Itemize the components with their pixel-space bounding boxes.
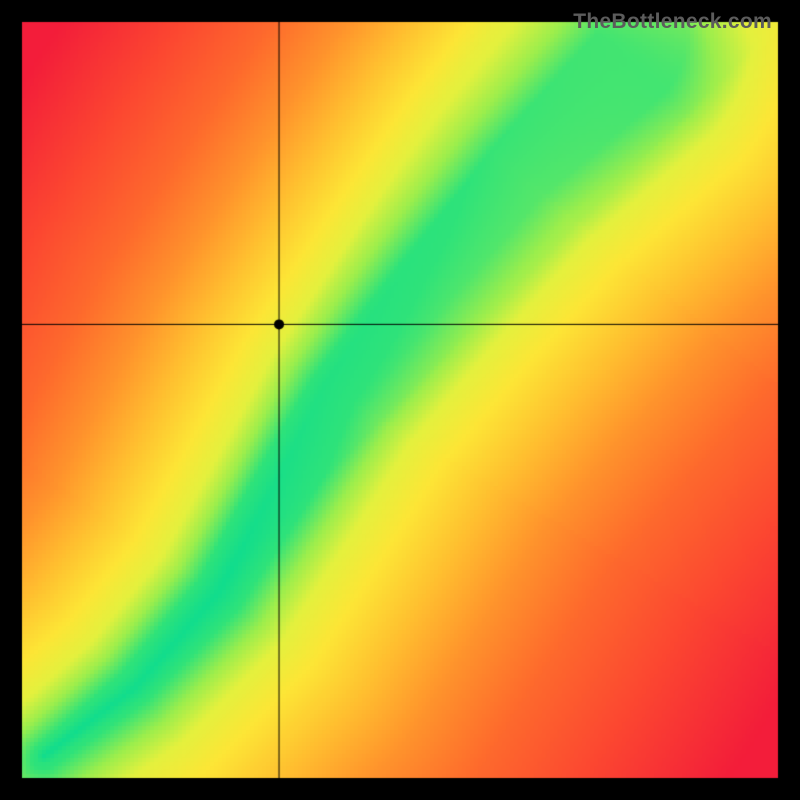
bottleneck-heatmap: TheBottleneck.com — [0, 0, 800, 800]
heatmap-canvas — [0, 0, 800, 800]
watermark-text: TheBottleneck.com — [573, 10, 772, 34]
